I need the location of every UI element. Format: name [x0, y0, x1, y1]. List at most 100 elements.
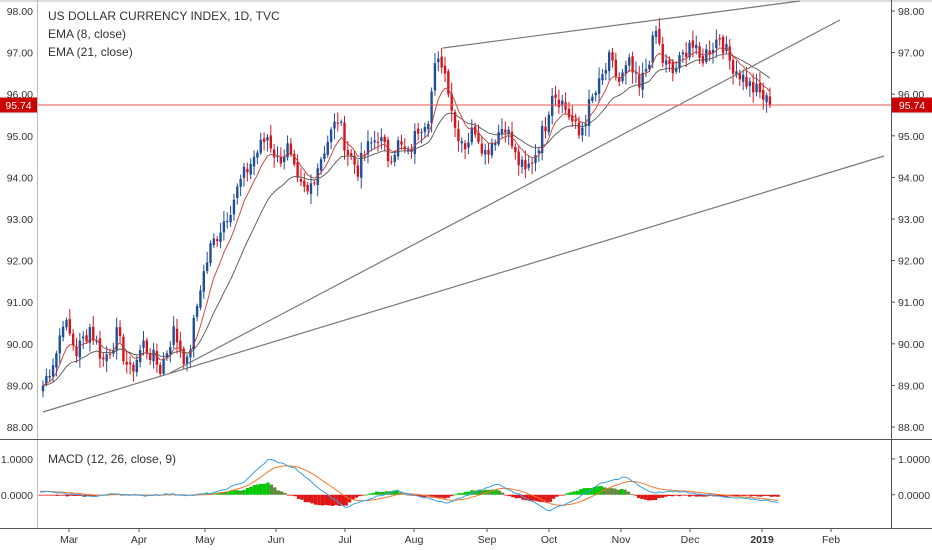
macd-histogram-bar [283, 492, 287, 495]
macd-histogram-bar [354, 494, 359, 498]
macd-histogram-bar [225, 492, 229, 495]
candle-body [567, 108, 571, 118]
candle-body [102, 357, 105, 360]
macd-histogram-bar [483, 489, 488, 495]
candle-body [748, 81, 752, 86]
last-price-tag-left: 95.74 [0, 97, 37, 113]
macd-histogram-bar [69, 494, 73, 496]
candle-body [648, 64, 651, 69]
candle-body [755, 83, 758, 93]
candle-body [427, 123, 430, 130]
candle-body [631, 56, 634, 73]
candle-body [155, 351, 159, 365]
price-tick-label-left: 90.00 [7, 339, 33, 351]
candle-body [507, 129, 510, 134]
candle-body [651, 35, 654, 63]
macd-histogram-bar [694, 494, 699, 497]
candle-body [269, 135, 272, 149]
macd-histogram-bar [55, 494, 59, 496]
candle-body [286, 143, 289, 158]
macd-histogram-bar [660, 494, 665, 498]
macd-histogram-bar [378, 491, 382, 495]
price-tick-label-right: 90.00 [898, 339, 924, 351]
macd-histogram-bar [232, 490, 236, 495]
macd-histogram-bar [65, 494, 70, 497]
candle-body [262, 138, 266, 142]
candle-body [577, 122, 581, 136]
macd-histogram-bar [313, 494, 318, 505]
macd-histogram-bar [643, 494, 648, 500]
candle-body [450, 93, 453, 111]
candle-body [309, 183, 313, 194]
candle-body [48, 375, 51, 378]
lower-channel-trendline [42, 155, 885, 413]
candle-body [584, 123, 587, 126]
price-tick-label-left: 98.00 [7, 6, 33, 18]
candle-body [293, 153, 296, 165]
macd-histogram-bar [504, 494, 508, 496]
macd-histogram-bar [721, 494, 726, 497]
candle-body [259, 139, 262, 153]
macd-histogram-bar [436, 494, 440, 499]
ema-layer [42, 47, 771, 387]
candle-body [715, 39, 718, 49]
macd-histogram-bar [568, 492, 573, 495]
price-tick-label-left: 95.00 [7, 131, 33, 143]
candle-body [654, 30, 658, 37]
price-tick-label-right: 97.00 [898, 48, 924, 60]
candle-body [296, 162, 299, 178]
candle-body [494, 143, 497, 146]
candle-body [638, 74, 641, 88]
candle-body [752, 82, 755, 93]
candle-body [571, 115, 574, 122]
macd-histogram-bar [762, 494, 767, 496]
candle-body [671, 61, 674, 74]
macd-histogram-bar [79, 494, 83, 496]
candle-body [236, 186, 239, 199]
candle-body [329, 129, 333, 142]
candle-body [51, 365, 55, 377]
price-tick-label-right: 88.00 [898, 422, 924, 434]
candle-body [691, 40, 695, 48]
macd-histogram-bar [453, 494, 457, 496]
macd-layer [38, 458, 780, 512]
macd-histogram-bar [38, 494, 42, 496]
macd-histogram-bar [674, 494, 678, 496]
candle-body [122, 336, 125, 362]
candle-body [88, 327, 92, 343]
macd-histogram-bar [405, 494, 410, 496]
macd-histogram-bar [320, 494, 325, 506]
candle-body [537, 150, 540, 153]
macd-histogram-bar [681, 494, 685, 496]
ema21-line [42, 53, 771, 387]
macd-histogram-bar [449, 494, 454, 497]
macd-histogram-bar [766, 494, 770, 496]
macd-histogram-bar [303, 494, 308, 503]
candle-body [319, 159, 323, 171]
macd-histogram-bar [640, 494, 644, 499]
candle-body [618, 77, 621, 82]
candle-body [323, 153, 326, 159]
candle-body [222, 221, 226, 233]
candle-body [447, 71, 450, 95]
candle-body [95, 340, 98, 342]
macd-tick-label-right: 1.0000 [898, 454, 930, 466]
macd-histogram-bar [123, 494, 127, 496]
macd-histogram-bar [317, 494, 321, 506]
macd-histogram-bar [514, 494, 518, 499]
last-price-tag-right-bg [892, 97, 932, 113]
candle-body [547, 114, 551, 133]
macd-histogram-bar [460, 493, 464, 495]
macd-histogram-bar [375, 491, 379, 495]
candle-body [695, 44, 698, 49]
price-tick-label-right: 91.00 [898, 297, 924, 309]
candles-layer [41, 17, 772, 398]
macd-histogram-bar [409, 494, 413, 496]
macd-histogram-bar [545, 494, 549, 503]
candle-body [162, 358, 165, 374]
macd-histogram-bar [772, 494, 777, 497]
candle-body [68, 318, 71, 334]
candle-body [477, 132, 480, 143]
candle-body [78, 340, 82, 358]
